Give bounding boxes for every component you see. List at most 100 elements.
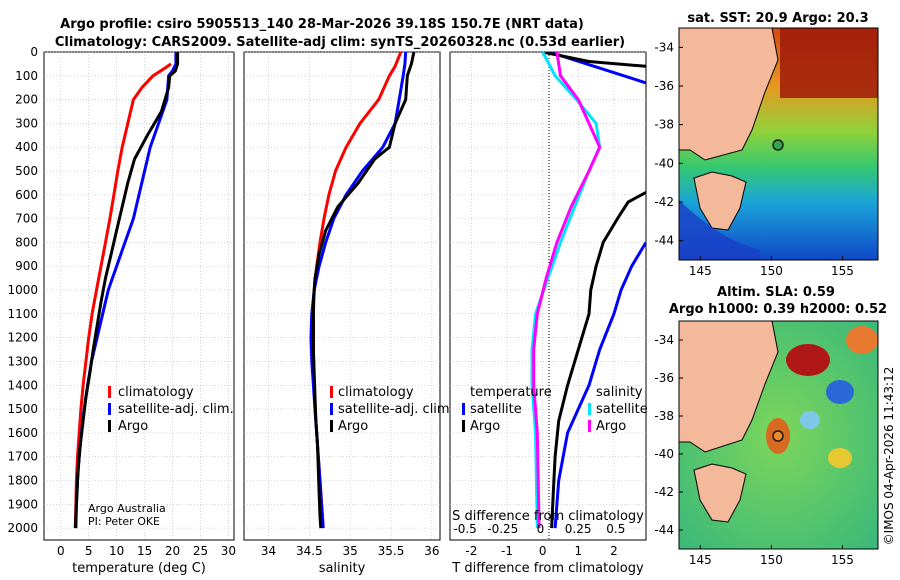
x-tick-label: 0: [57, 544, 65, 558]
legend-temperature-title: temperature: [470, 385, 552, 400]
legend-satellite: satellite-adj. clim.: [118, 402, 234, 417]
sst-map-frame: [678, 27, 879, 261]
sst-argo-location: [772, 139, 784, 151]
x-tick-label: 1: [574, 544, 582, 558]
sla-map: Altim. SLA: 0.59 Argo h1000: 0.39 h2000:…: [654, 285, 887, 567]
temperature-legend: climatology satellite-adj. clim. Argo: [108, 385, 234, 434]
temperature-grid: [44, 51, 234, 540]
map-lat-label: -34: [654, 333, 674, 347]
salinity-panel: 34 34.5 35 35.5 36 salinity climatology sate…: [243, 51, 454, 576]
sst-map-title: sat. SST: 20.9 Argo: 20.3: [687, 11, 868, 26]
sst-cold-patch: [679, 200, 760, 260]
series-line-argo-salinity-: [532, 52, 602, 529]
depth-tick-label: 1200: [7, 331, 38, 345]
temperature-x-ticks: 0 5 10 15 20 25 30: [57, 544, 236, 558]
salinity-diff-ticks: -0.5 -0.25 0 0.25 0.5: [453, 522, 625, 536]
s-diff-tick-label: 0.5: [606, 522, 625, 536]
salinity-legend: climatology satellite-adj. clim. Argo: [330, 385, 454, 434]
x-tick-label: 10: [109, 544, 124, 558]
sst-australia-land: [679, 28, 779, 161]
x-tick-label: 0: [539, 544, 547, 558]
legend-t-argo: Argo: [470, 419, 500, 434]
difference-grid: [450, 51, 646, 540]
x-tick-label: -1: [501, 544, 513, 558]
map-lat-label: -42: [654, 485, 674, 499]
depth-tick-label: 900: [15, 259, 38, 273]
depth-tick-label: 800: [15, 235, 38, 249]
depth-tick-label: 500: [15, 164, 38, 178]
legend-s-argo-swatch: [588, 420, 591, 432]
sla-eddy-ne: [846, 326, 878, 354]
x-tick-label: 5: [85, 544, 93, 558]
series-line-satellite-deep-temperature-: [553, 241, 646, 529]
s-diff-tick-label: -0.25: [487, 522, 518, 536]
depth-tick-label: 600: [15, 188, 38, 202]
x-tick-label: 2: [610, 544, 618, 558]
sla-map-title-2: Argo h1000: 0.39 h2000: 0.52: [669, 302, 887, 317]
map-lat-label: -34: [654, 40, 674, 54]
sal-legend-climatology-swatch: [330, 386, 333, 398]
legend-salinity-title: salinity: [596, 385, 643, 400]
depth-tick-label: 1500: [7, 402, 38, 416]
map-lat-label: -36: [654, 79, 674, 93]
sla-low-eddy: [826, 380, 854, 404]
temperature-panel: 0 5 10 15 20 25 30 temperature (deg C) climato…: [43, 51, 236, 576]
x-tick-label: 15: [137, 544, 152, 558]
x-tick-label: -2: [465, 544, 477, 558]
legend-argo: Argo: [118, 419, 148, 434]
legend-satellite-swatch: [108, 403, 111, 415]
legend-climatology-swatch: [108, 386, 111, 398]
x-tick-label: 25: [193, 544, 208, 558]
series-line-argo: [311, 52, 416, 529]
depth-tick-label: 1400: [7, 378, 38, 392]
sst-map: sat. SST: 20.9 Argo: 20.3 -34 -36 -38 -40 -4…: [654, 11, 879, 278]
map-lon-label: 155: [831, 264, 854, 278]
x-tick-label: 34.5: [296, 544, 323, 558]
salinity-axes-frame: [243, 51, 441, 541]
difference-axes-frame: [449, 51, 647, 541]
x-tick-label: 20: [165, 544, 180, 558]
legend-s-satellite-swatch: [588, 403, 591, 415]
depth-axis-ticks: 0 100 200 300 400 500 600 700 800 900 1000 1100 1200…: [7, 45, 38, 535]
sla-map-frame: [678, 320, 879, 550]
sal-legend-argo: Argo: [338, 419, 368, 434]
x-tick-label: 35: [343, 544, 358, 558]
header-line-2: Climatology: CARS2009. Satellite-adj cli…: [55, 35, 625, 50]
sla-argo-location: [772, 430, 784, 442]
map-lat-label: -40: [654, 447, 674, 461]
salinity-x-label: salinity: [319, 561, 366, 576]
t-diff-label: T difference from climatology: [451, 561, 644, 576]
map-lat-label: -38: [654, 118, 674, 132]
series-line-climatology: [73, 62, 172, 529]
depth-tick-label: 700: [15, 212, 38, 226]
difference-x-ticks: -2 -1 0 1 2: [465, 544, 617, 558]
depth-tick-label: 200: [15, 93, 38, 107]
s-diff-tick-label: 0: [537, 522, 545, 536]
map-lon-label: 145: [689, 553, 712, 567]
map-lat-label: -36: [654, 371, 674, 385]
depth-tick-label: 300: [15, 116, 38, 130]
legend-t-satellite: satellite: [470, 402, 522, 417]
sla-low-small: [800, 411, 820, 429]
sal-legend-satellite: satellite-adj. clim.: [338, 402, 454, 417]
sla-eddy-sw: [828, 448, 852, 468]
x-tick-label: 36: [424, 544, 439, 558]
depth-tick-label: 1900: [7, 497, 38, 511]
legend-t-satellite-swatch: [462, 403, 465, 415]
salinity-x-ticks: 34 34.5 35 35.5 36: [261, 544, 440, 558]
legend-argo-swatch: [108, 420, 111, 432]
temperature-x-label: temperature (deg C): [72, 561, 206, 576]
x-tick-label: 35.5: [378, 544, 405, 558]
x-tick-label: 30: [221, 544, 236, 558]
sla-high-eddy: [786, 344, 830, 376]
sst-map-ticks: -34 -36 -38 -40 -42 -44 145 150 155: [654, 40, 854, 278]
map-lat-label: -38: [654, 409, 674, 423]
map-lat-label: -40: [654, 156, 674, 170]
map-lon-label: 145: [689, 264, 712, 278]
sla-map-title-1: Altim. SLA: 0.59: [717, 285, 835, 300]
series-line-argo: [73, 52, 180, 529]
difference-lines: [530, 52, 646, 529]
annotation-pi: PI: Peter OKE: [88, 515, 160, 528]
